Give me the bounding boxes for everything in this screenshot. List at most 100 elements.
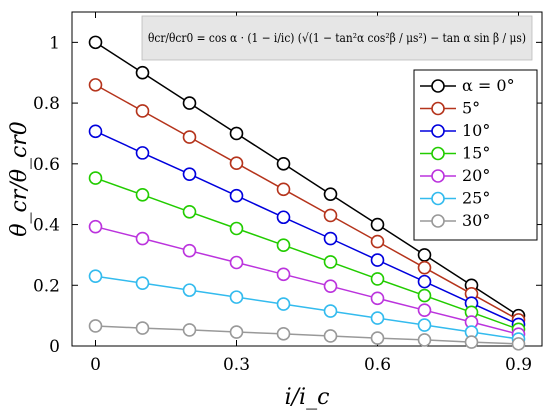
data-point [182,130,197,144]
x-tick-label: 0 [90,355,101,375]
data-point [323,187,338,201]
legend-label: 15° [462,144,490,163]
legend: α = 0° 5° 10° 15° 20° 25° 30° [413,69,538,241]
y-tick-label: 0 [49,337,60,357]
data-point [88,35,103,50]
data-point [182,96,197,110]
data-point [417,274,432,289]
legend-marker [431,124,445,138]
data-point [135,65,150,80]
data-point [182,204,197,219]
series-line [95,275,519,340]
data-point [135,276,150,290]
data-point [276,297,291,311]
legend-item: 25° [420,189,490,208]
legend-item: 30° [420,211,490,230]
legend-marker [431,79,445,93]
data-point [135,187,150,202]
data-point [511,337,526,351]
data-point [229,325,244,339]
legend-label: α = 0° [462,76,515,95]
data-point [229,255,244,270]
data-point [229,290,244,304]
formula-text: θcr/θcr0 = cos α · (1 − i/ic) (√(1 − tan… [148,31,526,45]
data-point [370,253,385,267]
data-point [417,288,432,303]
data-point [88,78,103,92]
data-point [276,267,291,282]
legend-marker [431,191,445,206]
data-point [370,311,385,325]
series-line [95,130,519,326]
data-point [323,208,338,223]
data-point [135,146,150,160]
data-point [370,217,385,232]
data-point [229,221,244,236]
data-point [417,260,432,275]
data-point [229,126,244,141]
data-point [276,182,291,197]
series-line [95,177,519,331]
series [88,269,526,346]
data-point [417,303,432,317]
data-point [182,283,197,297]
data-point [276,238,291,252]
y-tick-label: 1 [49,33,60,53]
legend-marker [431,146,445,161]
data-point [370,331,385,345]
data-point [88,124,103,139]
data-point [464,335,479,349]
legend-label: 5° [462,99,480,118]
legend-label: 10° [462,121,490,140]
series [88,78,526,327]
data-point [135,104,150,118]
legend-marker [431,214,445,228]
axis-ticks: 0 0.3 0.6 0.9 0 0.2 0.4 0.6 0.8 1 [33,12,542,375]
series [88,171,526,337]
data-point [323,329,338,343]
data-point [88,171,103,185]
data-point [323,279,338,293]
data-point [88,269,103,283]
series [88,319,526,351]
data-point [88,219,103,234]
series-line [95,41,519,317]
data-point [323,304,338,318]
data-point [323,255,338,269]
y-tick-label: 0.6 [33,155,60,175]
data-point [417,318,432,332]
series [88,124,526,332]
data-point [417,248,432,262]
legend-label: 30° [462,211,490,230]
data-point [229,188,244,203]
legend-marker [431,169,445,183]
legend-label: 20° [462,166,490,185]
legend-item: 10° [420,121,490,140]
data-point [88,319,103,333]
formula-box [141,15,533,61]
data-point [417,333,432,347]
x-tick-label: 0.6 [364,355,391,375]
data-point [182,167,197,181]
y-tick-label: 0.2 [33,276,60,296]
series-line [95,225,519,335]
y-tick-label: 0.4 [33,216,60,236]
legend-item: 20° [420,166,490,185]
data-point [370,234,385,249]
data-point [182,243,197,258]
formula-annotation: θcr/θcr0 = cos α · (1 − i/ic) (√(1 − tan… [141,15,533,61]
legend-item: 15° [420,144,490,163]
legend-label: 25° [462,189,490,208]
x-axis-label: i/i_c [285,385,330,410]
series-line [95,84,519,321]
data-point [276,327,291,341]
plot-frame [71,11,543,347]
x-tick-label: 0.3 [223,355,250,375]
data-point [370,291,385,306]
data-point [229,156,244,171]
data-point [182,323,197,337]
legend-marker [431,101,445,116]
data-point [276,157,291,171]
data-point [135,321,150,335]
